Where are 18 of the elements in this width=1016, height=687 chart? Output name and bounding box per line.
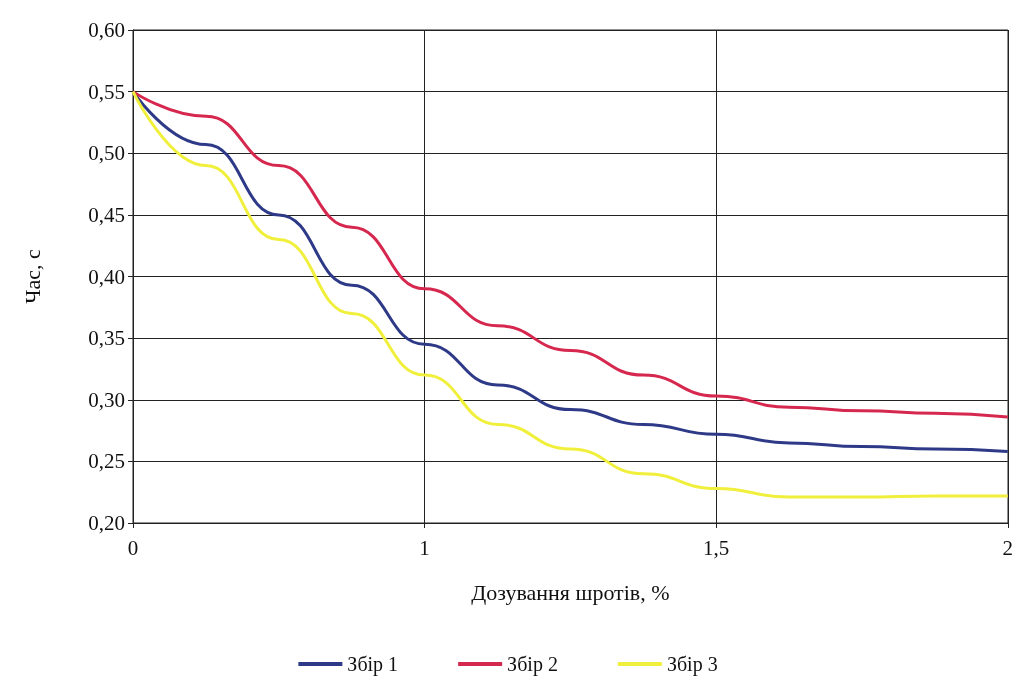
- legend-label: Збір 1: [347, 653, 399, 676]
- y-tick-label: 0,55: [88, 79, 125, 104]
- legend-label: Збір 3: [666, 653, 718, 676]
- y-tick-label: 0,20: [88, 511, 125, 535]
- y-tick-label: 0,45: [88, 202, 125, 227]
- y-tick-label: 0,40: [88, 264, 125, 289]
- x-tick-label: 2: [1002, 535, 1013, 560]
- x-tick-label: 1: [419, 535, 430, 560]
- y-tick-label: 0,25: [88, 449, 125, 474]
- y-axis-title: Час, с: [19, 248, 45, 304]
- y-tick-label: 0,35: [88, 326, 125, 351]
- y-tick-label: 0,30: [88, 387, 125, 412]
- y-tick-label: 0,50: [88, 141, 125, 166]
- x-axis-title: Дозування шротів, %: [471, 579, 670, 605]
- x-tick-label: 0: [127, 535, 139, 560]
- x-tick-label: 1,5: [703, 535, 730, 560]
- legend-label: Збір 2: [507, 653, 558, 676]
- y-tick-label: 0,60: [88, 18, 125, 42]
